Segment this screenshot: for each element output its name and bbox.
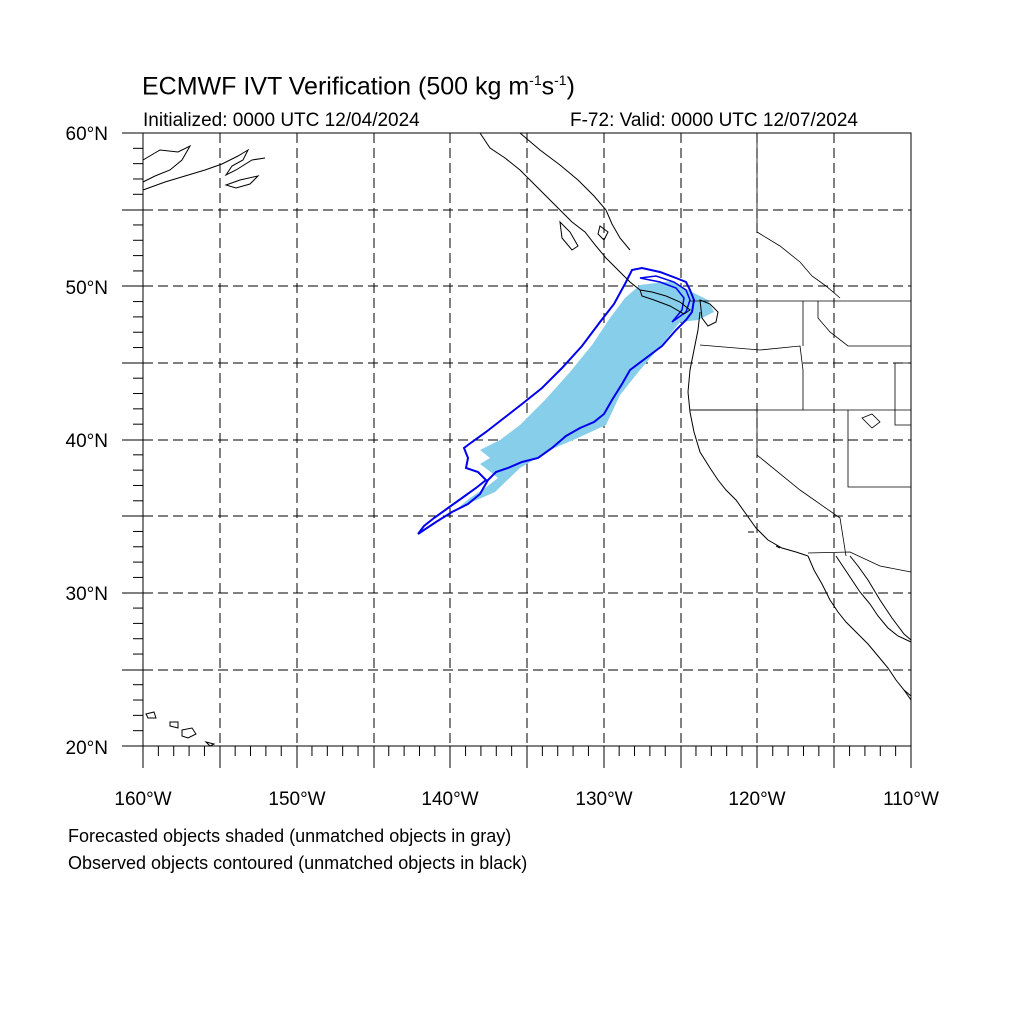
valid-time: F-72: Valid: 0000 UTC 12/07/2024	[570, 110, 858, 131]
lat-label-30: 30°N	[66, 584, 108, 605]
lon-label-140w: 140°W	[421, 789, 478, 810]
lon-label-130w: 130°W	[575, 789, 632, 810]
lat-label-50: 50°N	[66, 278, 108, 299]
axis-ticks	[122, 132, 912, 768]
coastlines	[142, 132, 912, 747]
lon-label-120w: 120°W	[728, 789, 785, 810]
caption-forecast: Forecasted objects shaded (unmatched obj…	[68, 826, 512, 846]
political-boundaries	[690, 133, 912, 573]
minor-ticks	[133, 147, 897, 756]
caption-observed: Observed objects contoured (unmatched ob…	[68, 853, 528, 873]
observed-ivt-contour-inner	[639, 275, 691, 323]
observed-ivt-contour	[417, 266, 696, 535]
lon-label-160w: 160°W	[114, 789, 171, 810]
lon-label-110w: 110°W	[883, 789, 939, 810]
lat-label-20: 20°N	[66, 738, 108, 759]
lat-label-40: 40°N	[66, 431, 108, 452]
initialized-time: Initialized: 0000 UTC 12/04/2024	[143, 110, 420, 131]
map-title: ECMWF IVT Verification (500 kg m-1s-1)	[142, 72, 575, 101]
forecast-ivt-object	[458, 281, 714, 508]
lat-label-60: 60°N	[66, 124, 108, 145]
lon-label-150w: 150°W	[268, 789, 325, 810]
